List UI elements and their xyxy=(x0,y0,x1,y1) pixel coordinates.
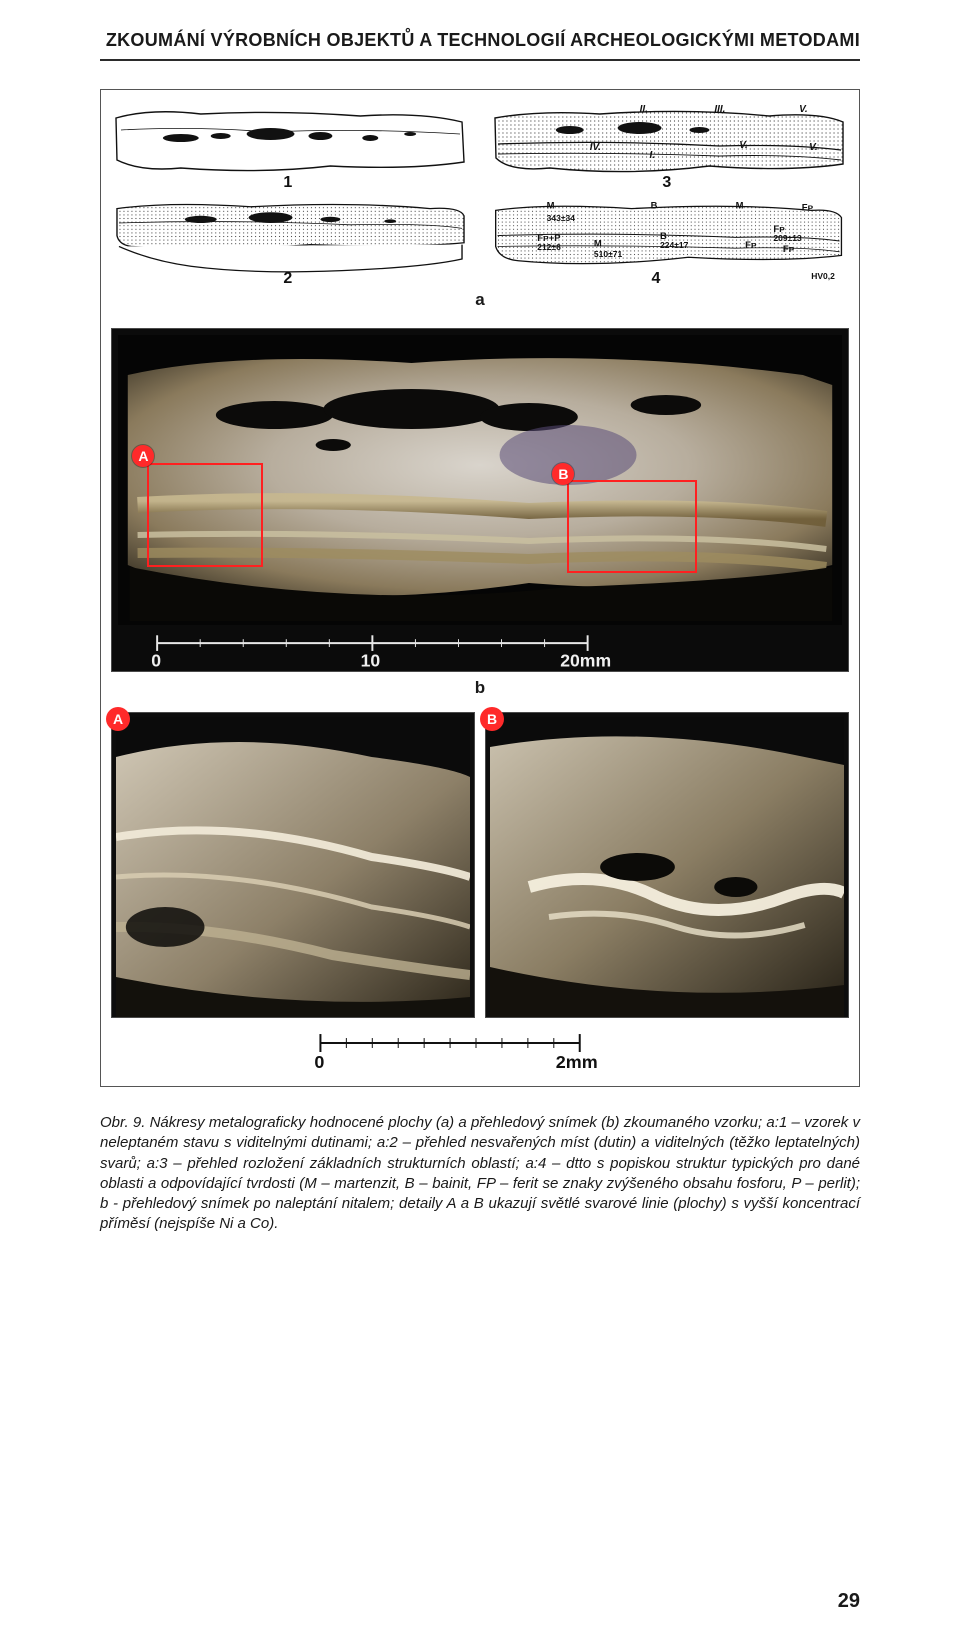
roi-a-box xyxy=(147,463,263,567)
svg-text:510±71: 510±71 xyxy=(594,249,623,259)
svg-text:10: 10 xyxy=(361,651,381,671)
svg-text:B: B xyxy=(651,201,658,211)
header-rule xyxy=(100,59,860,61)
svg-text:212±6: 212±6 xyxy=(537,242,561,252)
roi-b-label: B xyxy=(552,463,574,485)
svg-text:343±34: 343±34 xyxy=(547,213,576,223)
figure-frame: 1 II. III. V. xyxy=(100,89,860,1087)
sketch-1-number: 1 xyxy=(283,174,292,192)
svg-text:Fᴘ: Fᴘ xyxy=(802,203,814,213)
svg-text:M: M xyxy=(547,201,555,211)
panel-a-sketches: 1 II. III. V. xyxy=(111,100,849,310)
sketch-2: 2 xyxy=(111,196,470,286)
svg-text:2mm: 2mm xyxy=(556,1052,598,1072)
panel-a-label: a xyxy=(111,290,849,310)
svg-text:M: M xyxy=(736,201,744,211)
svg-text:0: 0 xyxy=(314,1052,324,1072)
svg-text:Fᴘ: Fᴘ xyxy=(783,244,795,254)
page-running-title: ZKOUMÁNÍ VÝROBNÍCH OBJEKTŮ A TECHNOLOGIÍ… xyxy=(100,0,860,59)
roman-I: I. xyxy=(650,150,656,161)
roi-b-box xyxy=(567,480,697,573)
roman-V3: V. xyxy=(809,142,818,153)
page-number: 29 xyxy=(838,1590,860,1613)
svg-text:224±17: 224±17 xyxy=(660,240,689,250)
roman-V: V. xyxy=(799,104,808,115)
panel-b-photo: A B xyxy=(111,328,849,698)
detail-a-badge: A xyxy=(106,707,130,731)
details-scalebar: 0 2mm xyxy=(111,1028,849,1072)
sketch-2-number: 2 xyxy=(283,270,292,288)
panel-b-scalebar: 0 10 20mm xyxy=(118,625,842,671)
roman-II: II. xyxy=(640,104,648,115)
hv-label: HV0,2 xyxy=(811,271,835,281)
caption-text: Nákresy metalograficky hodnocené plochy … xyxy=(100,1114,860,1232)
detail-a: A xyxy=(111,712,475,1018)
figure-caption: Obr. 9. Nákresy metalograficky hodnocené… xyxy=(100,1113,860,1235)
detail-a-image xyxy=(116,717,470,1017)
svg-text:20mm: 20mm xyxy=(560,651,611,671)
caption-lead: Obr. 9. xyxy=(100,1114,145,1131)
sketch-1: 1 xyxy=(111,100,470,190)
panel-b-label: b xyxy=(111,678,849,698)
svg-text:Fᴘ: Fᴘ xyxy=(745,240,757,250)
roman-IV: IV. xyxy=(590,142,601,153)
sketch-3: II. III. V. IV. I. V. V. 3 xyxy=(490,100,849,190)
detail-b-image xyxy=(490,717,844,1017)
overview-micrograph: A B xyxy=(118,335,842,625)
svg-text:209±13: 209±13 xyxy=(773,233,802,243)
sketch-4-number: 4 xyxy=(652,270,661,288)
svg-text:0: 0 xyxy=(151,651,161,671)
roman-III: III. xyxy=(714,104,725,115)
detail-row: A xyxy=(111,712,849,1072)
detail-b-badge: B xyxy=(480,707,504,731)
sketch-4: M B M Fᴘ 343±34 Fᴘ+P 212±6 M 510±71 B 22… xyxy=(490,196,849,286)
detail-b: B xyxy=(485,712,849,1018)
panel-b-frame: A B xyxy=(111,328,849,672)
roman-V2: V. xyxy=(739,140,748,151)
svg-text:M: M xyxy=(594,239,602,249)
sketch-3-number: 3 xyxy=(662,174,671,192)
